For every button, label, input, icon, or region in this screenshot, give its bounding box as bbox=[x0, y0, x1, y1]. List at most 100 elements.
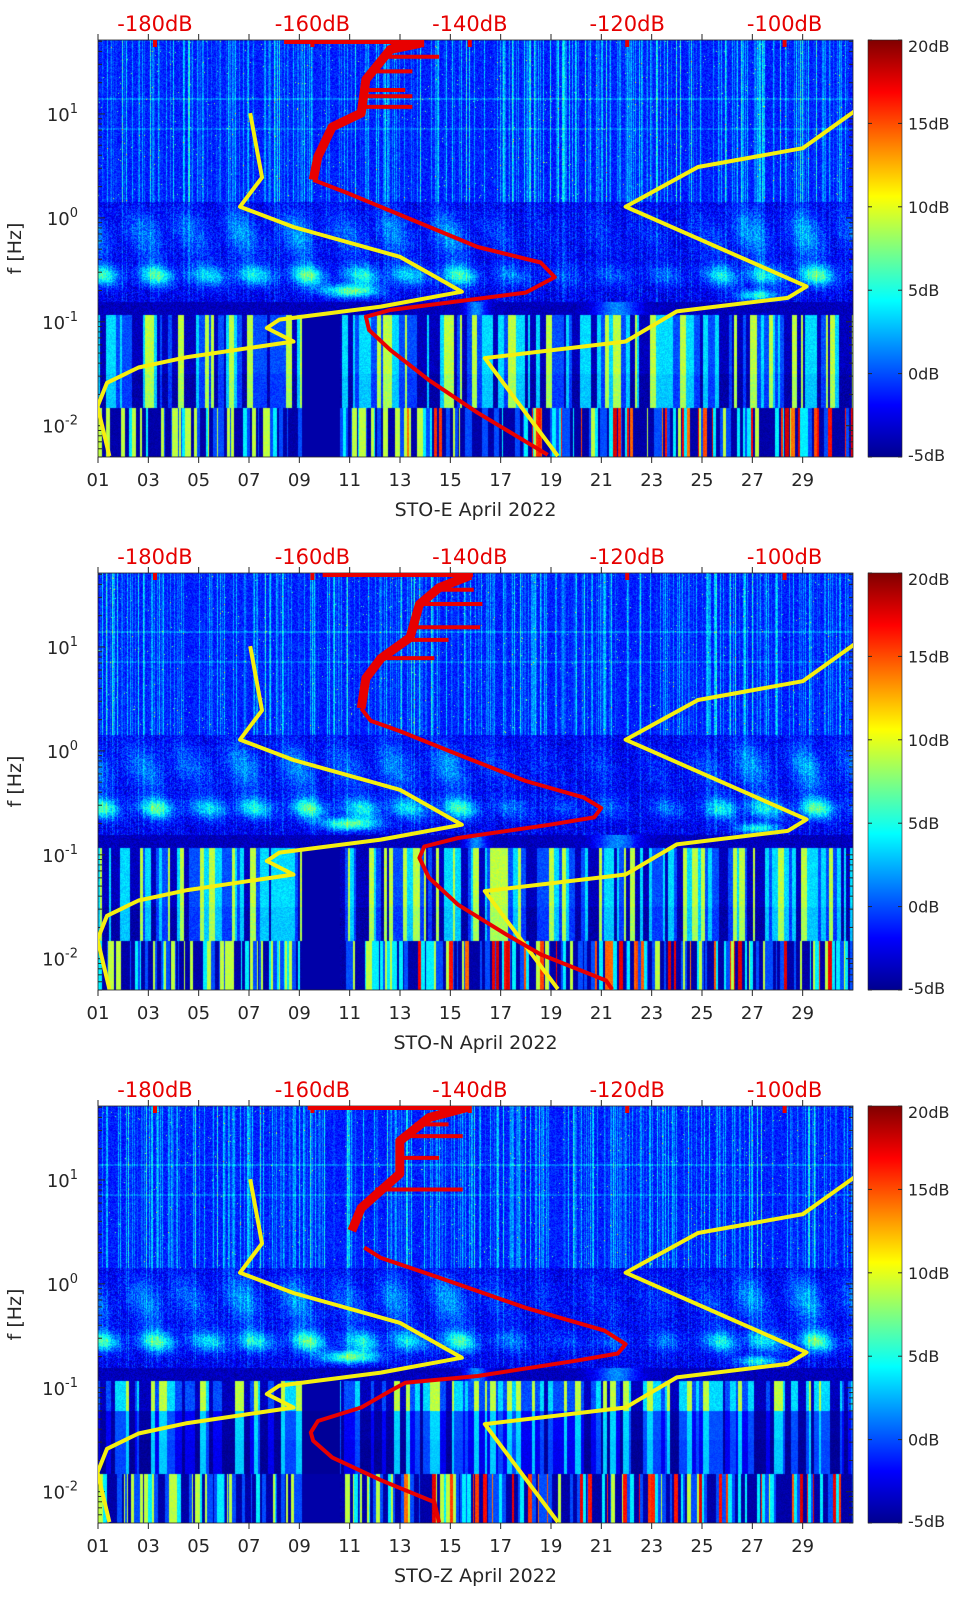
y-tick-base: 10 bbox=[47, 209, 70, 230]
db-axis-label: -100dB bbox=[747, 12, 822, 36]
station-psd-curve bbox=[312, 178, 557, 457]
colorbar-frame bbox=[867, 1105, 903, 1524]
x-tick-label: 19 bbox=[540, 470, 563, 491]
colorbar-tick-label: -5dB bbox=[908, 1512, 945, 1531]
db-axis-marker bbox=[625, 40, 630, 47]
colorbar-tick-label: 5dB bbox=[908, 1347, 939, 1366]
x-tick-label: 23 bbox=[640, 1536, 663, 1557]
y-tick-label: 101 bbox=[47, 1168, 78, 1192]
colorbar-tick-label: 10dB bbox=[908, 1264, 950, 1283]
colorbar-tick-label: 15dB bbox=[908, 647, 950, 666]
x-tick-label: 27 bbox=[741, 470, 764, 491]
x-tick-label: 07 bbox=[238, 470, 261, 491]
colorbar-tick-label: 5dB bbox=[908, 281, 939, 300]
y-tick-label: 101 bbox=[47, 102, 78, 126]
x-tick-label: 13 bbox=[389, 1536, 412, 1557]
y-tick-base: 10 bbox=[47, 742, 70, 763]
x-tick-label: 09 bbox=[288, 470, 311, 491]
colorbar-tick-label: 5dB bbox=[908, 814, 939, 833]
colorbar-frame bbox=[867, 572, 903, 991]
x-tick-label: 13 bbox=[389, 1003, 412, 1024]
x-tick-label: 01 bbox=[87, 470, 110, 491]
y-tick-label: 101 bbox=[47, 635, 78, 659]
y-tick-base: 10 bbox=[47, 1275, 70, 1296]
y-tick-label: 100 bbox=[47, 206, 78, 230]
db-axis-marker bbox=[467, 1106, 472, 1113]
x-tick-label: 03 bbox=[137, 1003, 160, 1024]
y-tick-base: 10 bbox=[47, 638, 70, 659]
colorbar-tick-label: 15dB bbox=[908, 114, 950, 133]
x-tick-label: 01 bbox=[87, 1536, 110, 1557]
db-axis-label: -160dB bbox=[275, 12, 350, 36]
y-tick-label: 10-1 bbox=[42, 310, 78, 334]
colorbar-2 bbox=[868, 573, 902, 990]
db-axis-marker bbox=[625, 1106, 630, 1113]
y-axis-label: f [Hz] bbox=[4, 1289, 26, 1341]
x-tick-label: 15 bbox=[439, 1536, 462, 1557]
colorbar-tick-label: 10dB bbox=[908, 198, 950, 217]
db-axis-label: -140dB bbox=[432, 1078, 507, 1102]
x-tick-label: 11 bbox=[338, 470, 361, 491]
x-tick-label: 05 bbox=[187, 1536, 210, 1557]
colorbar-tick-label: 20dB bbox=[908, 1103, 950, 1122]
x-tick-label: 25 bbox=[691, 470, 714, 491]
x-tick-label: 17 bbox=[489, 470, 512, 491]
spectrogram-1 bbox=[98, 40, 853, 457]
x-tick-label: 11 bbox=[338, 1536, 361, 1557]
y-tick-base: 10 bbox=[42, 313, 65, 334]
db-axis-marker bbox=[153, 1106, 157, 1113]
y-tick-exponent: -2 bbox=[65, 947, 78, 962]
y-tick-label: 10-1 bbox=[42, 1376, 78, 1400]
db-axis-marker bbox=[153, 573, 157, 580]
y-tick-base: 10 bbox=[42, 1483, 65, 1504]
x-tick-label: 19 bbox=[540, 1003, 563, 1024]
x-tick-label: 09 bbox=[288, 1536, 311, 1557]
y-tick-exponent: -2 bbox=[65, 1480, 78, 1495]
x-tick-label: 01 bbox=[87, 1003, 110, 1024]
y-tick-exponent: -1 bbox=[65, 1376, 78, 1391]
y-tick-exponent: 0 bbox=[70, 1272, 78, 1287]
curves bbox=[98, 40, 853, 457]
db-axis-label: -180dB bbox=[117, 545, 192, 569]
station-psd-curve-upper bbox=[356, 573, 470, 709]
x-tick-label: 29 bbox=[791, 1003, 814, 1024]
db-axis-label: -160dB bbox=[275, 545, 350, 569]
x-tick-label: 07 bbox=[238, 1536, 261, 1557]
colorbar-tick-label: 15dB bbox=[908, 1180, 950, 1199]
high-noise-model-curve bbox=[482, 109, 853, 457]
x-tick-label: 21 bbox=[590, 1003, 613, 1024]
y-tick-exponent: 0 bbox=[70, 206, 78, 221]
y-tick-label: 10-1 bbox=[42, 843, 78, 867]
y-tick-base: 10 bbox=[42, 950, 65, 971]
colorbar-tick-label: -5dB bbox=[908, 979, 945, 998]
x-tick-label: 17 bbox=[489, 1536, 512, 1557]
station-psd-curve-upper bbox=[308, 40, 422, 181]
low-noise-model-curve bbox=[98, 112, 464, 457]
x-tick-label: 11 bbox=[338, 1003, 361, 1024]
y-tick-label: 10-2 bbox=[42, 1480, 78, 1504]
db-axis-marker bbox=[782, 40, 787, 47]
spectrogram-3 bbox=[98, 1106, 853, 1523]
x-tick-label: 15 bbox=[439, 470, 462, 491]
y-tick-exponent: 0 bbox=[70, 739, 78, 754]
y-tick-exponent: 1 bbox=[70, 1168, 78, 1183]
colorbar-tick-label: 0dB bbox=[908, 898, 939, 917]
db-axis-marker bbox=[153, 40, 157, 47]
db-axis-label: -120dB bbox=[589, 1078, 664, 1102]
y-tick-exponent: -2 bbox=[65, 414, 78, 429]
plot-frame bbox=[97, 39, 854, 458]
colorbar-1 bbox=[868, 40, 902, 457]
db-axis-marker bbox=[782, 1106, 787, 1113]
plot-frame bbox=[97, 1105, 854, 1524]
x-tick-label: 19 bbox=[540, 1536, 563, 1557]
y-tick-base: 10 bbox=[42, 417, 65, 438]
x-tick-label: 05 bbox=[187, 470, 210, 491]
y-tick-label: 100 bbox=[47, 739, 78, 763]
colorbar-tick-label: 10dB bbox=[908, 731, 950, 750]
x-tick-label: 23 bbox=[640, 470, 663, 491]
high-noise-model-curve bbox=[482, 1175, 853, 1523]
